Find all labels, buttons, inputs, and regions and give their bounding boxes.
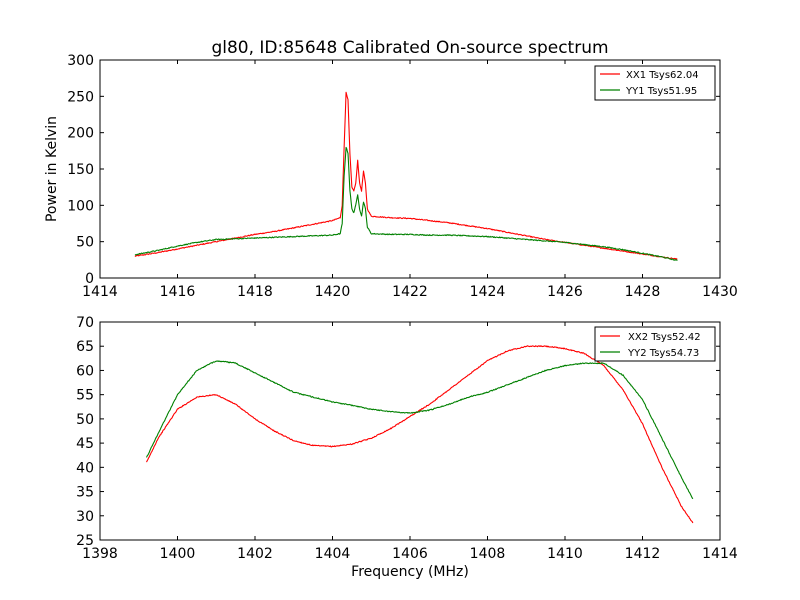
bottom-y-tick-label: 55 [76,388,94,404]
bottom-x-tick-label: 1414 [702,546,738,562]
bottom-x-tick-label: 1404 [315,546,351,562]
top-y-axis-label: Power in Kelvin [44,116,60,222]
bottom-y-tick-label: 25 [76,533,94,549]
top-x-tick-label: 1426 [547,284,583,300]
bottom-spectrum-plot: 1398 1400 1402 1404 1406 1408 1410 1412 1414 25 30… [76,315,738,580]
bottom-x-axis-label: Frequency (MHz) [351,564,469,580]
bottom-x-tick-label: 1408 [470,546,506,562]
top-x-tick-label: 1420 [315,284,351,300]
bottom-series-layer [145,345,694,524]
bottom-y-tick-label: 45 [76,436,94,452]
bottom-x-tick-label: 1400 [160,546,196,562]
top-x-tick-label: 1418 [237,284,273,300]
top-y-tick-label: 200 [67,126,94,142]
bottom-y-tick-label: 60 [76,363,94,379]
bottom-ticks: 1398 1400 1402 1404 1406 1408 1410 1412 1414 25 30… [76,315,738,562]
top-legend-box [594,65,716,101]
top-legend: XX1 Tsys62.04 YY1 Tsys51.95 [594,65,716,101]
bottom-x-tick-label: 1402 [237,546,273,562]
top-series-layer [134,91,678,261]
bottom-y-tick-label: 40 [76,460,94,476]
bottom-x-tick-label: 1406 [392,546,428,562]
top-y-tick-label: 100 [67,198,94,214]
top-x-tick-label: 1424 [470,284,506,300]
legend-label-yy2: YY2 Tsys54.73 [627,348,699,359]
bottom-y-tick-label: 50 [76,412,94,428]
top-y-tick-label: 300 [67,53,94,69]
legend-label-xx2: XX2 Tsys52.42 [628,332,701,343]
top-x-tick-label: 1416 [160,284,196,300]
bottom-legend: XX2 Tsys52.42 YY2 Tsys54.73 [594,326,716,362]
legend-label-xx1: XX1 Tsys62.04 [626,70,699,81]
bottom-x-tick-label: 1398 [82,546,118,562]
top-series-line-yy [134,146,678,261]
bottom-legend-box [594,326,716,362]
top-x-tick-label: 1430 [702,284,738,300]
top-y-tick-label: 0 [85,271,94,287]
top-y-tick-label: 250 [67,89,94,105]
top-x-tick-label: 1422 [392,284,428,300]
top-x-tick-label: 1414 [82,284,118,300]
top-ticks: 1414 1416 1418 1420 1422 1424 1426 1428 1430 0 50 1… [67,53,738,300]
bottom-y-tick-label: 30 [76,509,94,525]
legend-label-yy1: YY1 Tsys51.95 [625,86,697,97]
bottom-series-line-yy [145,360,694,500]
top-y-tick-label: 50 [76,235,94,251]
top-x-tick-label: 1428 [625,284,661,300]
top-y-tick-label: 150 [67,162,94,178]
bottom-x-tick-label: 1410 [547,546,583,562]
bottom-series-line-xx [146,345,694,524]
bottom-y-tick-label: 65 [76,339,94,355]
bottom-y-tick-label: 70 [76,315,94,331]
top-spectrum-plot: 1414 1416 1418 1420 1422 1424 1426 1428 1430 0 50 1… [44,53,738,300]
bottom-y-tick-label: 35 [76,485,94,501]
bottom-x-tick-label: 1412 [625,546,661,562]
figure-title: gl80, ID:85648 Calibrated On-source spec… [211,38,608,58]
